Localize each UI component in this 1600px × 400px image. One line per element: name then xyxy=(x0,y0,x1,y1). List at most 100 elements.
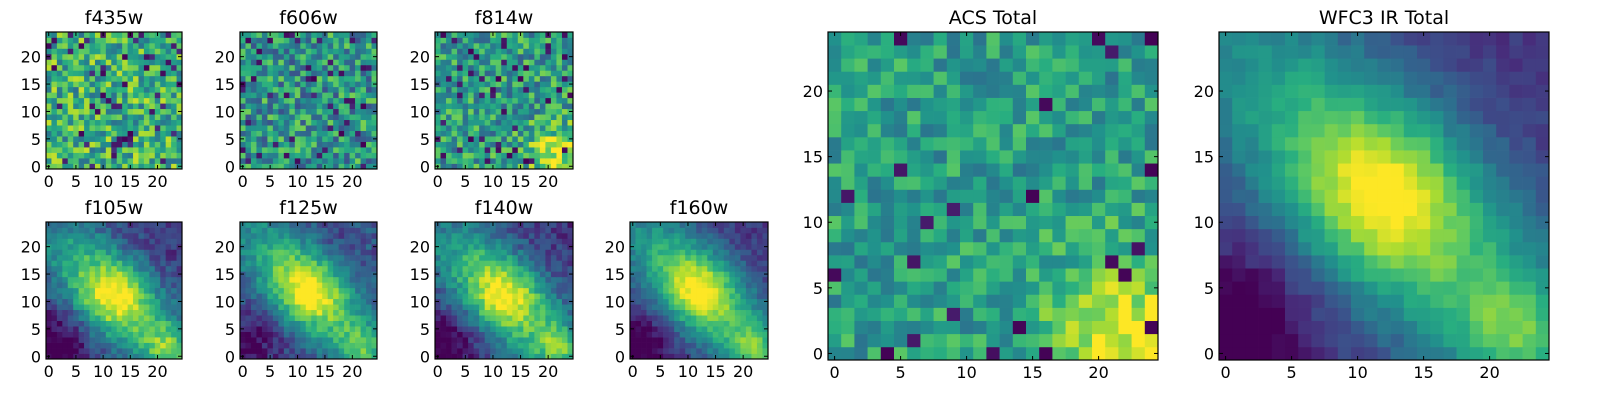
heatmap-cell xyxy=(261,348,268,354)
heatmap-cell xyxy=(745,238,752,245)
heatmap-cell xyxy=(176,141,183,148)
heatmap-cell xyxy=(116,222,123,228)
heatmap-cell xyxy=(94,48,101,55)
heatmap-cell xyxy=(635,337,642,343)
heatmap-cell xyxy=(729,276,736,283)
heatmap-cell xyxy=(127,254,134,261)
heatmap-cell xyxy=(740,238,747,245)
heatmap-cell xyxy=(122,37,128,44)
heatmap-cell xyxy=(1052,228,1066,243)
heatmap-cell xyxy=(556,353,563,360)
heatmap-cell xyxy=(756,353,763,360)
heatmap-cell xyxy=(674,331,681,338)
heatmap-cell xyxy=(517,298,524,305)
heatmap-cell xyxy=(366,287,372,294)
y-tick-label: 0 xyxy=(31,347,41,366)
heatmap-cell xyxy=(256,238,263,245)
heatmap-cell xyxy=(133,331,139,338)
heatmap-cell xyxy=(261,130,268,137)
heatmap-cell xyxy=(462,304,469,311)
heatmap-cell xyxy=(756,348,763,354)
heatmap-cell xyxy=(528,243,535,250)
x-tick-label: 15 xyxy=(315,172,335,191)
heatmap-cell xyxy=(534,243,541,250)
heatmap-cell xyxy=(646,282,653,289)
heatmap-cell xyxy=(462,64,469,71)
heatmap-cell xyxy=(561,70,568,77)
heatmap-cell xyxy=(333,342,339,349)
heatmap-cell xyxy=(46,276,52,283)
heatmap-cell xyxy=(646,315,653,321)
heatmap-cell xyxy=(1026,241,1040,256)
heatmap-cell xyxy=(880,268,895,282)
heatmap-cell xyxy=(946,333,961,348)
heatmap-cell xyxy=(371,64,378,71)
heatmap-cell xyxy=(78,315,85,321)
heatmap-cell xyxy=(344,92,350,99)
heatmap-cell xyxy=(349,108,356,115)
heatmap-cell xyxy=(701,271,708,278)
heatmap-cell xyxy=(143,276,150,283)
heatmap-cell xyxy=(46,48,52,55)
heatmap-cell xyxy=(907,241,921,256)
heatmap-cell xyxy=(451,64,458,71)
heatmap-cell xyxy=(256,81,263,88)
heatmap-cell xyxy=(751,238,758,245)
heatmap-cell xyxy=(300,293,307,300)
y-tick-label: 20 xyxy=(410,238,430,257)
heatmap-cell xyxy=(133,125,139,131)
heatmap-cell xyxy=(138,86,145,93)
heatmap-cell xyxy=(84,227,90,234)
heatmap-cell xyxy=(100,337,107,343)
heatmap-cell xyxy=(550,276,557,283)
heatmap-cell xyxy=(646,293,653,300)
heatmap-cell xyxy=(550,147,557,153)
heatmap-cell xyxy=(490,342,497,349)
heatmap-cell xyxy=(740,309,747,316)
heatmap-cell xyxy=(240,304,246,311)
heatmap-cell xyxy=(62,103,69,110)
heatmap-cell xyxy=(1026,255,1040,269)
heatmap-cell xyxy=(116,114,123,121)
heatmap-cell xyxy=(490,48,497,55)
heatmap-cell xyxy=(567,158,574,164)
heatmap-cell xyxy=(300,337,307,343)
heatmap-cell xyxy=(479,37,486,44)
heatmap-cell xyxy=(283,141,290,148)
heatmap-cell xyxy=(122,342,128,349)
heatmap-cell xyxy=(261,103,268,110)
heatmap-cell xyxy=(316,32,323,38)
heatmap-cell xyxy=(550,348,557,354)
heatmap-cell xyxy=(1065,255,1080,269)
heatmap-cell xyxy=(652,326,658,332)
heatmap-cell xyxy=(122,293,128,300)
heatmap-cell xyxy=(261,326,268,332)
heatmap-cell xyxy=(440,331,447,338)
heatmap-cell xyxy=(100,108,107,115)
heatmap-cell xyxy=(56,265,63,272)
heatmap-cell xyxy=(854,215,868,230)
heatmap-cell xyxy=(62,276,69,283)
heatmap-cell xyxy=(250,238,257,245)
heatmap-cell xyxy=(300,92,307,99)
heatmap-cell xyxy=(333,227,339,234)
heatmap-cell xyxy=(366,282,372,289)
heatmap-cell xyxy=(652,287,658,294)
heatmap-cell xyxy=(322,86,329,93)
heatmap-cell xyxy=(333,97,339,104)
heatmap-cell xyxy=(160,353,167,360)
heatmap-cell xyxy=(105,227,112,234)
heatmap-cell xyxy=(100,260,107,267)
heatmap-cell xyxy=(501,136,508,142)
heatmap-cell xyxy=(111,348,118,354)
heatmap-cell xyxy=(451,271,458,278)
heatmap-cell xyxy=(311,304,318,311)
heatmap-cell xyxy=(1078,189,1093,203)
heatmap-cell xyxy=(333,64,339,71)
heatmap-cell xyxy=(462,75,469,82)
heatmap-cell xyxy=(1118,202,1132,217)
heatmap-cell xyxy=(62,298,69,305)
heatmap-cell xyxy=(999,268,1014,282)
heatmap-cell xyxy=(999,307,1014,321)
heatmap-cell xyxy=(355,32,361,38)
